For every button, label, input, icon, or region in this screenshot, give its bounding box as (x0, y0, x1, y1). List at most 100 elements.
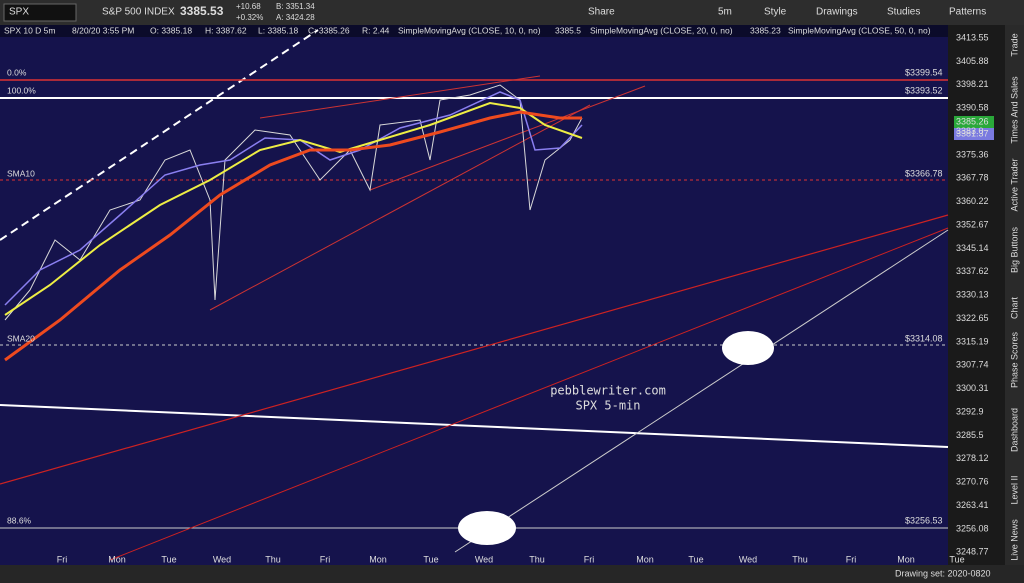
price-label: 3300.31 (956, 383, 989, 393)
axis-tag: 3385.26 (956, 116, 989, 126)
trend-line (209, 104, 591, 311)
header-bar (0, 25, 948, 37)
trend-line (259, 75, 541, 119)
time-label: Mon (636, 554, 654, 564)
side-tabs (1005, 25, 1024, 565)
channel-line (109, 227, 949, 561)
trend-line (0, 404, 949, 448)
footer: Drawing set: 2020-0820 (895, 568, 991, 578)
time-label: Wed (475, 554, 493, 564)
time-label: Thu (792, 554, 808, 564)
sma-10-line (4, 110, 582, 362)
price-label: 3360.22 (956, 196, 989, 206)
symbol-box[interactable] (3, 3, 77, 22)
study-name: SimpleMovingAvg (CLOSE, 10, 0, no) (398, 25, 541, 35)
watermark: SPX 5-min (575, 399, 640, 413)
toolbar-button[interactable]: Patterns (949, 7, 986, 18)
side-tab[interactable]: Phase Scores (1009, 331, 1019, 388)
price-label: 3278.12 (956, 453, 989, 463)
price-label: 3398.21 (956, 79, 989, 89)
side-tab[interactable]: Times And Sales (1009, 76, 1019, 144)
side-tab[interactable]: Level II (1009, 475, 1019, 504)
time-label: Fri (846, 554, 857, 564)
header-item: O: 3385.18 (150, 25, 192, 35)
study-value: 3385.5 (555, 25, 581, 35)
symbol: SPX (9, 7, 29, 18)
price-label: 3270.76 (956, 477, 989, 487)
side-tab[interactable]: Active Trader (1009, 158, 1019, 211)
axis-tag: 3381.37 (956, 128, 989, 138)
change-pct: +0.32% (236, 13, 263, 22)
time-label: Mon (108, 554, 126, 564)
watermark: pebblewriter.com (550, 384, 666, 398)
level-left: 0.0% (7, 67, 27, 77)
level-left: 100.0% (7, 85, 36, 95)
last-price: 3385.53 (180, 4, 224, 18)
time-label: Tue (161, 554, 176, 564)
side-tab[interactable]: Chart (1009, 297, 1019, 320)
price-label: 3256.08 (956, 523, 989, 533)
side-tab[interactable]: Trade (1009, 33, 1019, 56)
toolbar-button[interactable]: Share (588, 7, 615, 18)
time-label: Thu (529, 554, 545, 564)
price-label: 3322.65 (956, 313, 989, 323)
time-label: Wed (739, 554, 757, 564)
time-label: Tue (949, 554, 964, 564)
price-label: 3292.9 (956, 406, 984, 416)
level-left: SMA20 (7, 333, 35, 343)
plot-area (0, 25, 948, 565)
drawings (0, 29, 949, 561)
price-label: 3352.67 (956, 219, 989, 229)
time-label: Tue (688, 554, 703, 564)
price-label: 3375.36 (956, 149, 989, 159)
study-value: 3385.23 (750, 25, 781, 35)
study-name: SimpleMovingAvg (CLOSE, 20, 0, no) (590, 25, 733, 35)
time-label: Mon (369, 554, 387, 564)
time-label: Fri (320, 554, 331, 564)
price-label: 3413.55 (956, 32, 989, 42)
price-series (4, 84, 583, 321)
toolbar-button[interactable]: Drawings (816, 7, 858, 18)
price-label: 3330.13 (956, 290, 989, 300)
header-item: H: 3387.62 (205, 25, 247, 35)
ask: A: 3424.28 (276, 13, 315, 22)
axis-tag-bg (954, 128, 994, 140)
trend-line (0, 29, 319, 241)
price-label: 3285.5 (956, 430, 984, 440)
footer-bar (0, 565, 1024, 583)
level-left: 88.6% (7, 515, 32, 525)
price-label: 3248.77 (956, 547, 989, 557)
price-label: 3345.14 (956, 243, 989, 253)
side-tab[interactable]: Dashboard (1009, 408, 1019, 452)
price-label: 3390.58 (956, 103, 989, 113)
description: S&P 500 INDEX (102, 7, 175, 18)
header-item: SPX 10 D 5m (4, 25, 56, 35)
price-label: 3307.74 (956, 360, 989, 370)
sma-20-line (4, 101, 583, 316)
marker (458, 511, 516, 545)
level-right: $3314.08 (905, 333, 943, 343)
price-label: 3383.0 (956, 126, 984, 136)
side-tab[interactable]: Live News (1009, 519, 1019, 561)
toolbar-button[interactable]: Style (764, 7, 787, 18)
trend-line (369, 85, 646, 191)
time-label: Mon (897, 554, 915, 564)
toolbar-button[interactable]: 5m (718, 7, 732, 18)
level-right: $3399.54 (905, 67, 943, 77)
level-right: $3256.53 (905, 515, 943, 525)
marker (722, 331, 774, 365)
price-label: 3367.78 (956, 173, 989, 183)
header-item: C: 3385.26 (308, 25, 350, 35)
price-label: 3405.88 (956, 56, 989, 66)
time-label: Fri (584, 554, 595, 564)
level-right: $3366.78 (905, 168, 943, 178)
header-item: R: 2.44 (362, 25, 390, 35)
time-label: Tue (423, 554, 438, 564)
toolbar-button[interactable]: Studies (887, 7, 920, 18)
header-item: 8/20/20 3:55 PM (72, 25, 134, 35)
price-label: 3337.62 (956, 266, 989, 276)
channel-line (0, 214, 949, 485)
axis-tag-bg (954, 116, 994, 128)
side-tab[interactable]: Big Buttons (1009, 226, 1019, 273)
